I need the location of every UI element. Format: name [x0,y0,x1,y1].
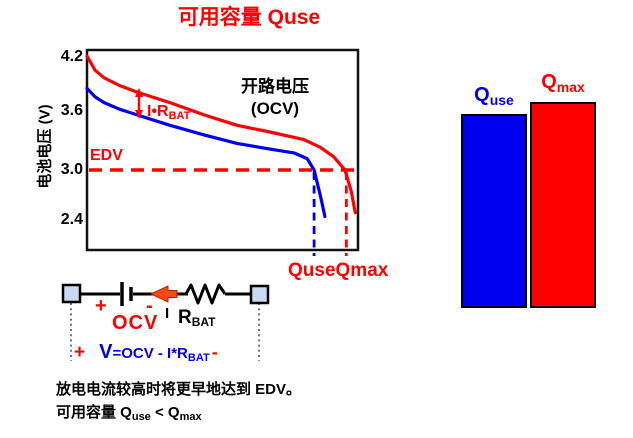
voltage-equation: + V=OCV - I*RBAT - [74,341,218,364]
ocv-source-label: OCV [112,312,159,334]
ocv-annotation: 开路电压 (OCV) [223,76,327,120]
footer-line1: 放电电流较高时将更早地达到 EDV。 [56,381,302,398]
ocv-annotation-line1: 开路电压 [241,77,309,96]
current-arrow [149,285,178,303]
equivalent-circuit [61,282,270,361]
ir-drop-label: I•RBAT [147,103,191,122]
terminal-right [249,284,270,305]
footer-line2: 可用容量 Quse < Qmax [56,404,202,423]
bar-qmax [530,102,596,308]
y-axis-label: 电池电压 (V) [36,104,54,189]
y-tick-3-6: 3.6 [60,102,83,119]
current-symbol: I [165,305,170,322]
ir-drop-arrow [135,88,143,119]
rbat-label: RBAT [178,307,216,329]
quse-qmax-axis-label: QuseQmax [288,260,389,281]
plot-frame [85,48,360,252]
y-tick-2-4: 2.4 [60,211,83,228]
equation-sub: BAT [187,352,210,364]
battery-plus-sign: + [95,295,107,317]
curve-open_circuit_voltage [85,54,357,215]
resistor-symbol [184,283,227,305]
curve-loaded_voltage [85,86,327,219]
curves-layer [85,54,357,256]
page-title: 可用容量 Quse [177,6,321,29]
bar-label-quse: Quse [474,84,514,108]
battery-minus-sign: - [146,295,153,317]
y-tick-4-2: 4.2 [60,48,83,65]
equation-body: =OCV - I*R [112,345,188,362]
bar-label-qmax: Qmax [541,71,585,95]
bar-quse [461,114,527,308]
ocv-annotation-line2: (OCV) [250,99,300,118]
equation-plus: + [74,342,86,363]
equation-v: V [99,341,113,363]
terminal-left [61,283,82,304]
edv-label: EDV [90,147,123,164]
equation-minus: - [211,342,218,362]
y-tick-3-0: 3.0 [60,161,83,178]
